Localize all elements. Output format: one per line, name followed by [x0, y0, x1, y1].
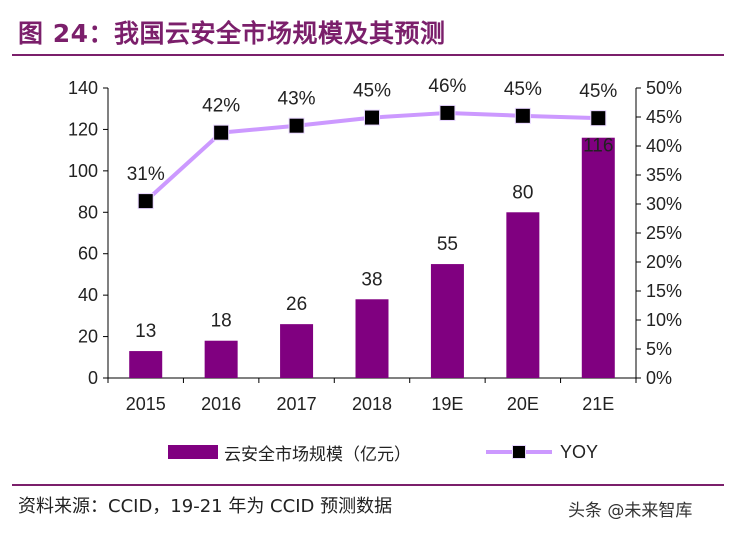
bar — [280, 324, 314, 378]
footer-divider — [12, 484, 724, 486]
bar-value-label: 55 — [437, 234, 458, 255]
x-tick-label: 20E — [507, 394, 539, 414]
bar — [204, 340, 238, 378]
bar-value-label: 18 — [211, 311, 232, 332]
yoy-marker — [514, 107, 531, 124]
legend-line-swatch — [486, 445, 552, 459]
chart-axes: 0 20 40 60 80 100 120 140 0% 5% 10% 15% 20% 25% 30% 35%… — [68, 78, 682, 414]
left-tick-label: 120 — [68, 119, 98, 139]
left-tick-label: 140 — [68, 78, 98, 98]
yoy-value-label: 46% — [428, 76, 466, 97]
yoy-marker — [213, 124, 230, 141]
yoy-marker — [137, 193, 154, 210]
bar-series — [129, 137, 615, 378]
chart-canvas: 0 20 40 60 80 100 120 140 0% 5% 10% 15% 20% 25% 30% 35%… — [68, 76, 682, 414]
bar — [355, 299, 389, 378]
watermark-text: 头条 @未来智库 — [568, 501, 693, 521]
x-tick-label: 21E — [582, 394, 614, 414]
yoy-value-label: 45% — [579, 81, 617, 102]
left-tick-label: 100 — [68, 161, 98, 181]
right-tick-label: 0% — [646, 368, 672, 388]
legend-bar-swatch — [168, 445, 218, 459]
x-tick-label: 19E — [431, 394, 463, 414]
x-tick-label: 2016 — [201, 394, 241, 414]
x-tick-label: 2017 — [277, 394, 317, 414]
yoy-value-label: 45% — [504, 79, 542, 100]
right-tick-label: 40% — [646, 136, 682, 156]
x-tick-label: 2015 — [126, 394, 166, 414]
yoy-value-label: 42% — [202, 96, 240, 117]
line-series — [137, 104, 607, 210]
right-tick-label: 45% — [646, 107, 682, 127]
right-tick-label: 20% — [646, 252, 682, 272]
legend-line-label: YOY — [560, 441, 599, 462]
source-note: 资料来源：CCID，19-21 年为 CCID 预测数据 — [18, 496, 393, 517]
title-divider — [12, 54, 724, 56]
bar — [129, 351, 163, 378]
left-tick-label: 0 — [88, 368, 98, 388]
bar-value-label: 116 — [583, 136, 613, 157]
right-tick-label: 10% — [646, 310, 682, 330]
right-tick-label: 35% — [646, 165, 682, 185]
left-tick-label: 20 — [78, 327, 98, 347]
bar — [430, 264, 464, 378]
right-tick-label: 25% — [646, 223, 682, 243]
bar — [506, 212, 540, 378]
right-tick-label: 50% — [646, 78, 682, 98]
right-tick-label: 5% — [646, 339, 672, 359]
yoy-marker — [439, 104, 456, 121]
yoy-value-label: 43% — [278, 89, 316, 110]
yoy-marker — [364, 109, 380, 126]
yoy-marker — [590, 110, 607, 127]
bar-value-label: 26 — [286, 294, 307, 315]
yoy-marker — [288, 117, 305, 134]
legend-bar-label: 云安全市场规模（亿元） — [224, 444, 411, 465]
bar — [581, 137, 615, 378]
yoy-value-label: 45% — [353, 81, 391, 102]
right-tick-label: 15% — [646, 281, 682, 301]
bar-value-label: 13 — [135, 321, 156, 342]
legend-item-line: YOY — [486, 438, 598, 466]
left-tick-label: 80 — [78, 202, 98, 222]
yoy-value-label: 31% — [127, 164, 165, 185]
left-tick-label: 40 — [78, 285, 98, 305]
data-labels: 13 18 26 38 55 80 116 31% 42% 43% 45% 46% 45% 45% — [127, 76, 618, 342]
chart-title: 图 24：我国云安全市场规模及其预测 — [18, 19, 446, 48]
right-tick-label: 30% — [646, 194, 682, 214]
chart-legend: 云安全市场规模（亿元） YOY — [168, 438, 628, 466]
x-tick-label: 2018 — [352, 394, 392, 414]
bar-value-label: 80 — [512, 182, 533, 203]
legend-item-bar: 云安全市场规模（亿元） — [168, 438, 411, 466]
left-tick-label: 60 — [78, 244, 98, 264]
bar-value-label: 38 — [361, 269, 382, 290]
